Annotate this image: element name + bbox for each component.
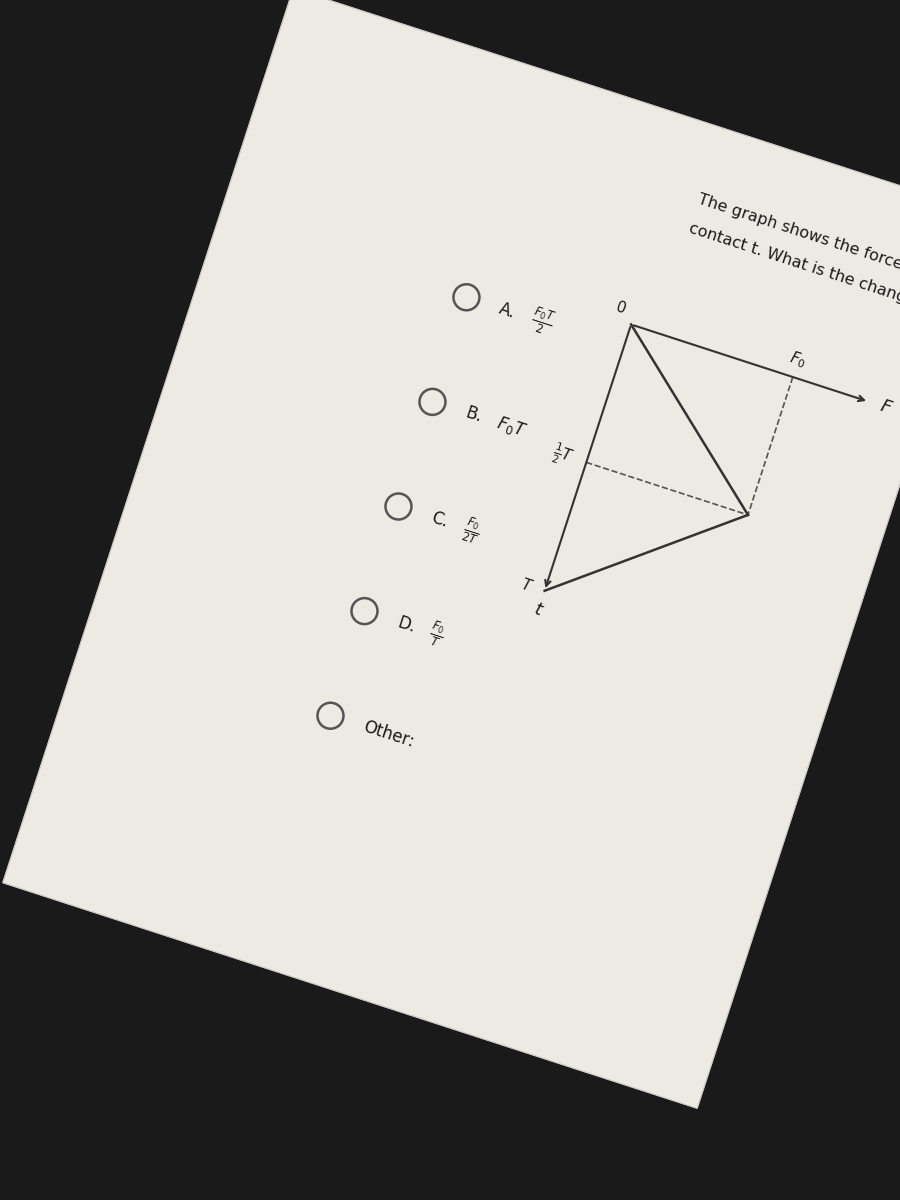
Text: $F_0$: $F_0$ bbox=[788, 348, 809, 371]
Text: $T$: $T$ bbox=[519, 576, 536, 595]
Text: C.: C. bbox=[429, 509, 451, 532]
Text: 0: 0 bbox=[614, 300, 627, 317]
Text: $F_0 T$: $F_0 T$ bbox=[494, 413, 529, 442]
Polygon shape bbox=[3, 0, 900, 1109]
Text: $\frac{1}{2}T$: $\frac{1}{2}T$ bbox=[549, 439, 577, 470]
Text: $t$: $t$ bbox=[531, 600, 545, 620]
Text: $\frac{F_0}{2T}$: $\frac{F_0}{2T}$ bbox=[459, 514, 484, 547]
Text: $\frac{F_0}{T}$: $\frac{F_0}{T}$ bbox=[425, 618, 447, 650]
Text: B.: B. bbox=[463, 404, 484, 426]
Text: $\frac{F_0 T}{2}$: $\frac{F_0 T}{2}$ bbox=[526, 305, 557, 340]
Text: contact t. What is the change in momentum of the ball? *: contact t. What is the change in momentu… bbox=[687, 221, 900, 378]
Text: D.: D. bbox=[395, 613, 418, 636]
Text: A.: A. bbox=[497, 300, 518, 322]
Text: The graph shows the force F between ball and wall varies with time of: The graph shows the force F between ball… bbox=[696, 192, 900, 380]
Text: Other:: Other: bbox=[361, 718, 417, 751]
Text: $F$: $F$ bbox=[878, 397, 895, 418]
